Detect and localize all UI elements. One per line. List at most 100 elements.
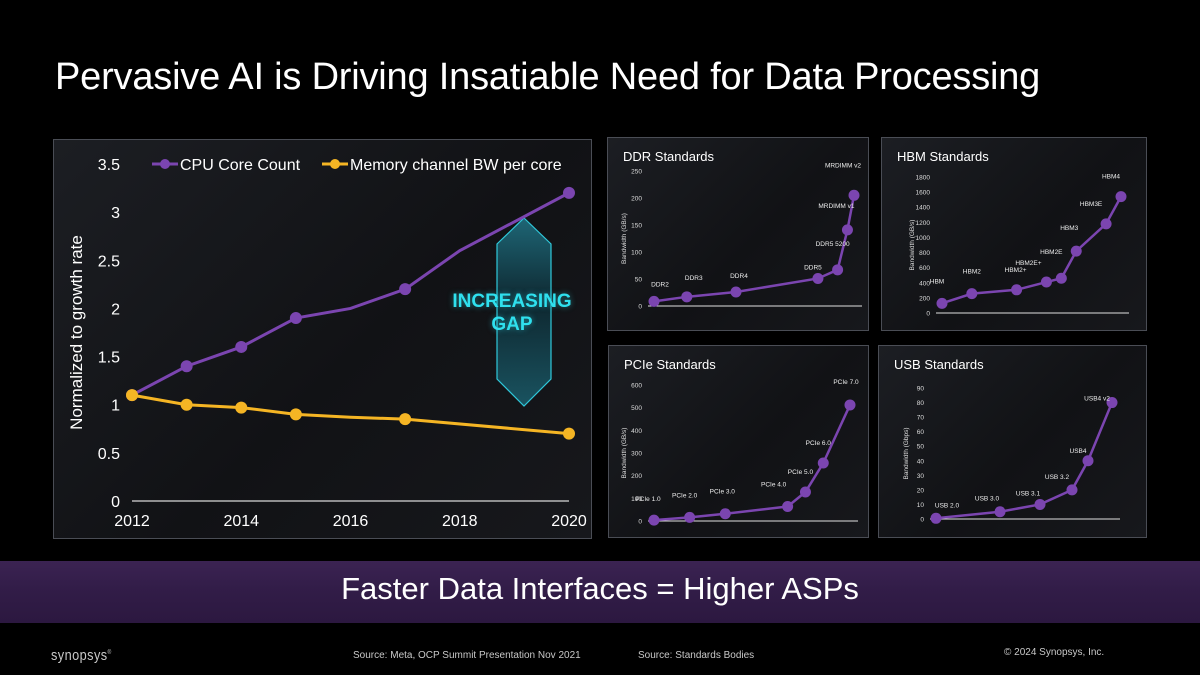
data-label: DDR3 bbox=[685, 275, 703, 282]
x-tick-label: 2014 bbox=[223, 513, 259, 530]
data-label: PCIe 2.0 bbox=[672, 492, 698, 499]
data-label: HBM3E bbox=[1080, 201, 1103, 208]
main-chart-panel: 0 0.5 1 1.5 2 2.5 3 3.5 2012 2014 2016 2018 2020 Norm… bbox=[53, 139, 592, 539]
data-point bbox=[730, 286, 742, 298]
data-point bbox=[180, 360, 193, 373]
y-tick-label: 90 bbox=[917, 386, 925, 393]
data-point bbox=[841, 224, 853, 236]
hbm-chart-title: HBM Standards bbox=[897, 149, 989, 164]
series-line-memory bbox=[131, 393, 570, 436]
data-label: USB4 v2 bbox=[1084, 396, 1110, 403]
data-point bbox=[848, 189, 860, 201]
y-tick-label: 1000 bbox=[916, 235, 931, 242]
data-label: DDR5 5200 bbox=[816, 241, 850, 248]
pcie-chart-panel: PCIe Standards 0 100 200 300 400 500 600 Bandwi… bbox=[608, 345, 869, 538]
ddr-chart-title: DDR Standards bbox=[623, 149, 715, 164]
y-axis-label: Bandwidth (Gbps) bbox=[903, 427, 910, 479]
source-standards: Source: Standards Bodies bbox=[638, 650, 755, 661]
data-label: USB4 bbox=[1070, 448, 1087, 455]
data-point bbox=[1066, 484, 1078, 496]
ddr-chart: 0 50 100 150 200 250 Bandwidth (GB/s) DDR2 DDR3 D… bbox=[621, 162, 862, 311]
copyright: © 2024 Synopsys, Inc. bbox=[1004, 647, 1105, 658]
y-tick-label: 0 bbox=[638, 519, 642, 526]
data-label: DDR2 bbox=[651, 281, 669, 288]
x-tick-label: 2016 bbox=[333, 513, 369, 530]
hbm-chart-panel: HBM Standards 0 200 400 600 800 1000 1200 1400 1… bbox=[881, 137, 1147, 331]
logo-text: synopsys bbox=[51, 647, 108, 664]
y-tick-label: 0 bbox=[638, 304, 642, 311]
data-label: PCIe 7.0 bbox=[833, 379, 859, 386]
y-tick-label: 1800 bbox=[916, 175, 931, 182]
y-tick-label: 200 bbox=[919, 295, 930, 302]
data-point bbox=[126, 389, 138, 402]
data-label: PCIe 1.0 bbox=[635, 496, 661, 503]
y-axis-label: Bandwidth (GB/s) bbox=[909, 220, 916, 271]
data-label: DDR4 bbox=[730, 273, 748, 280]
gap-arrow-shape bbox=[496, 217, 552, 407]
y-tick-label: 200 bbox=[631, 473, 642, 480]
data-label: MRDIMM v1 bbox=[818, 203, 854, 210]
data-label: PCIe 6.0 bbox=[806, 440, 832, 447]
y-tick-label: 400 bbox=[631, 428, 642, 435]
y-tick-label: 40 bbox=[917, 458, 925, 465]
y-tick-label: 250 bbox=[631, 169, 642, 176]
data-point bbox=[782, 500, 794, 512]
data-label: USB 3.0 bbox=[975, 496, 1000, 503]
y-tick-label: 0 bbox=[920, 517, 924, 524]
y-tick-label: 30 bbox=[917, 473, 925, 480]
data-point bbox=[399, 413, 412, 426]
y-tick-label: 0.5 bbox=[98, 446, 120, 463]
y-tick-label: 2.5 bbox=[98, 253, 120, 270]
pcie-chart-title: PCIe Standards bbox=[624, 357, 716, 372]
data-point bbox=[235, 401, 248, 414]
data-point bbox=[1070, 245, 1082, 257]
increasing-gap-label: INCREASING GAP bbox=[452, 290, 572, 336]
data-point bbox=[235, 340, 248, 353]
data-point bbox=[289, 408, 302, 421]
y-axis-label: Bandwidth (GB/s) bbox=[621, 428, 628, 479]
y-tick-label: 1.5 bbox=[98, 350, 120, 367]
data-point bbox=[1100, 218, 1112, 230]
data-label: HBM2E+ bbox=[1015, 260, 1041, 267]
data-point bbox=[1055, 272, 1067, 284]
hbm-chart: 0 200 400 600 800 1000 1200 1400 1600 1800 Bandwid… bbox=[909, 174, 1129, 318]
data-point bbox=[1034, 498, 1046, 510]
data-point bbox=[936, 297, 948, 309]
data-label: HBM2E bbox=[1040, 249, 1063, 256]
banner: Faster Data Interfaces = Higher ASPs bbox=[0, 561, 1200, 623]
y-tick-label: 1400 bbox=[916, 205, 931, 212]
data-point bbox=[719, 508, 731, 520]
y-tick-label: 2 bbox=[111, 301, 120, 318]
legend-swatch-marker bbox=[160, 159, 170, 169]
y-tick-label: 1200 bbox=[916, 220, 931, 227]
data-point bbox=[648, 295, 660, 307]
data-point bbox=[1011, 284, 1023, 296]
legend-swatch-marker bbox=[330, 159, 340, 169]
data-label: USB 3.1 bbox=[1016, 490, 1041, 497]
y-tick-label: 3.5 bbox=[98, 157, 120, 174]
data-label: DDR5 bbox=[804, 264, 822, 271]
data-point bbox=[930, 512, 942, 524]
y-tick-label: 20 bbox=[917, 487, 925, 494]
slide-title: Pervasive AI is Driving Insatiable Need … bbox=[55, 56, 1041, 98]
y-tick-label: 0 bbox=[926, 311, 930, 318]
data-point bbox=[684, 511, 696, 523]
data-label: HBM4 bbox=[1102, 174, 1120, 181]
data-point bbox=[1082, 455, 1094, 467]
data-point bbox=[1040, 276, 1052, 288]
y-tick-label: 3 bbox=[111, 205, 120, 222]
legend-label: Memory channel BW per core bbox=[350, 157, 562, 174]
data-point bbox=[799, 486, 811, 498]
data-label: HBM2+ bbox=[1005, 267, 1027, 274]
y-tick-label: 80 bbox=[917, 400, 925, 407]
ddr-chart-panel: DDR Standards 0 50 100 150 200 250 Bandwidth (… bbox=[607, 137, 869, 331]
x-tick-label: 2018 bbox=[442, 513, 478, 530]
y-tick-label: 0 bbox=[111, 494, 120, 511]
data-point bbox=[563, 427, 575, 440]
data-point bbox=[1106, 397, 1118, 409]
gap-label-line1: INCREASING bbox=[452, 291, 572, 312]
y-tick-label: 1 bbox=[111, 398, 120, 415]
y-tick-label: 70 bbox=[917, 415, 925, 422]
data-point bbox=[648, 514, 660, 526]
usb-chart: 0 10 20 30 40 50 60 70 80 90 Bandwidth (Gbps) USB 2… bbox=[903, 386, 1120, 524]
